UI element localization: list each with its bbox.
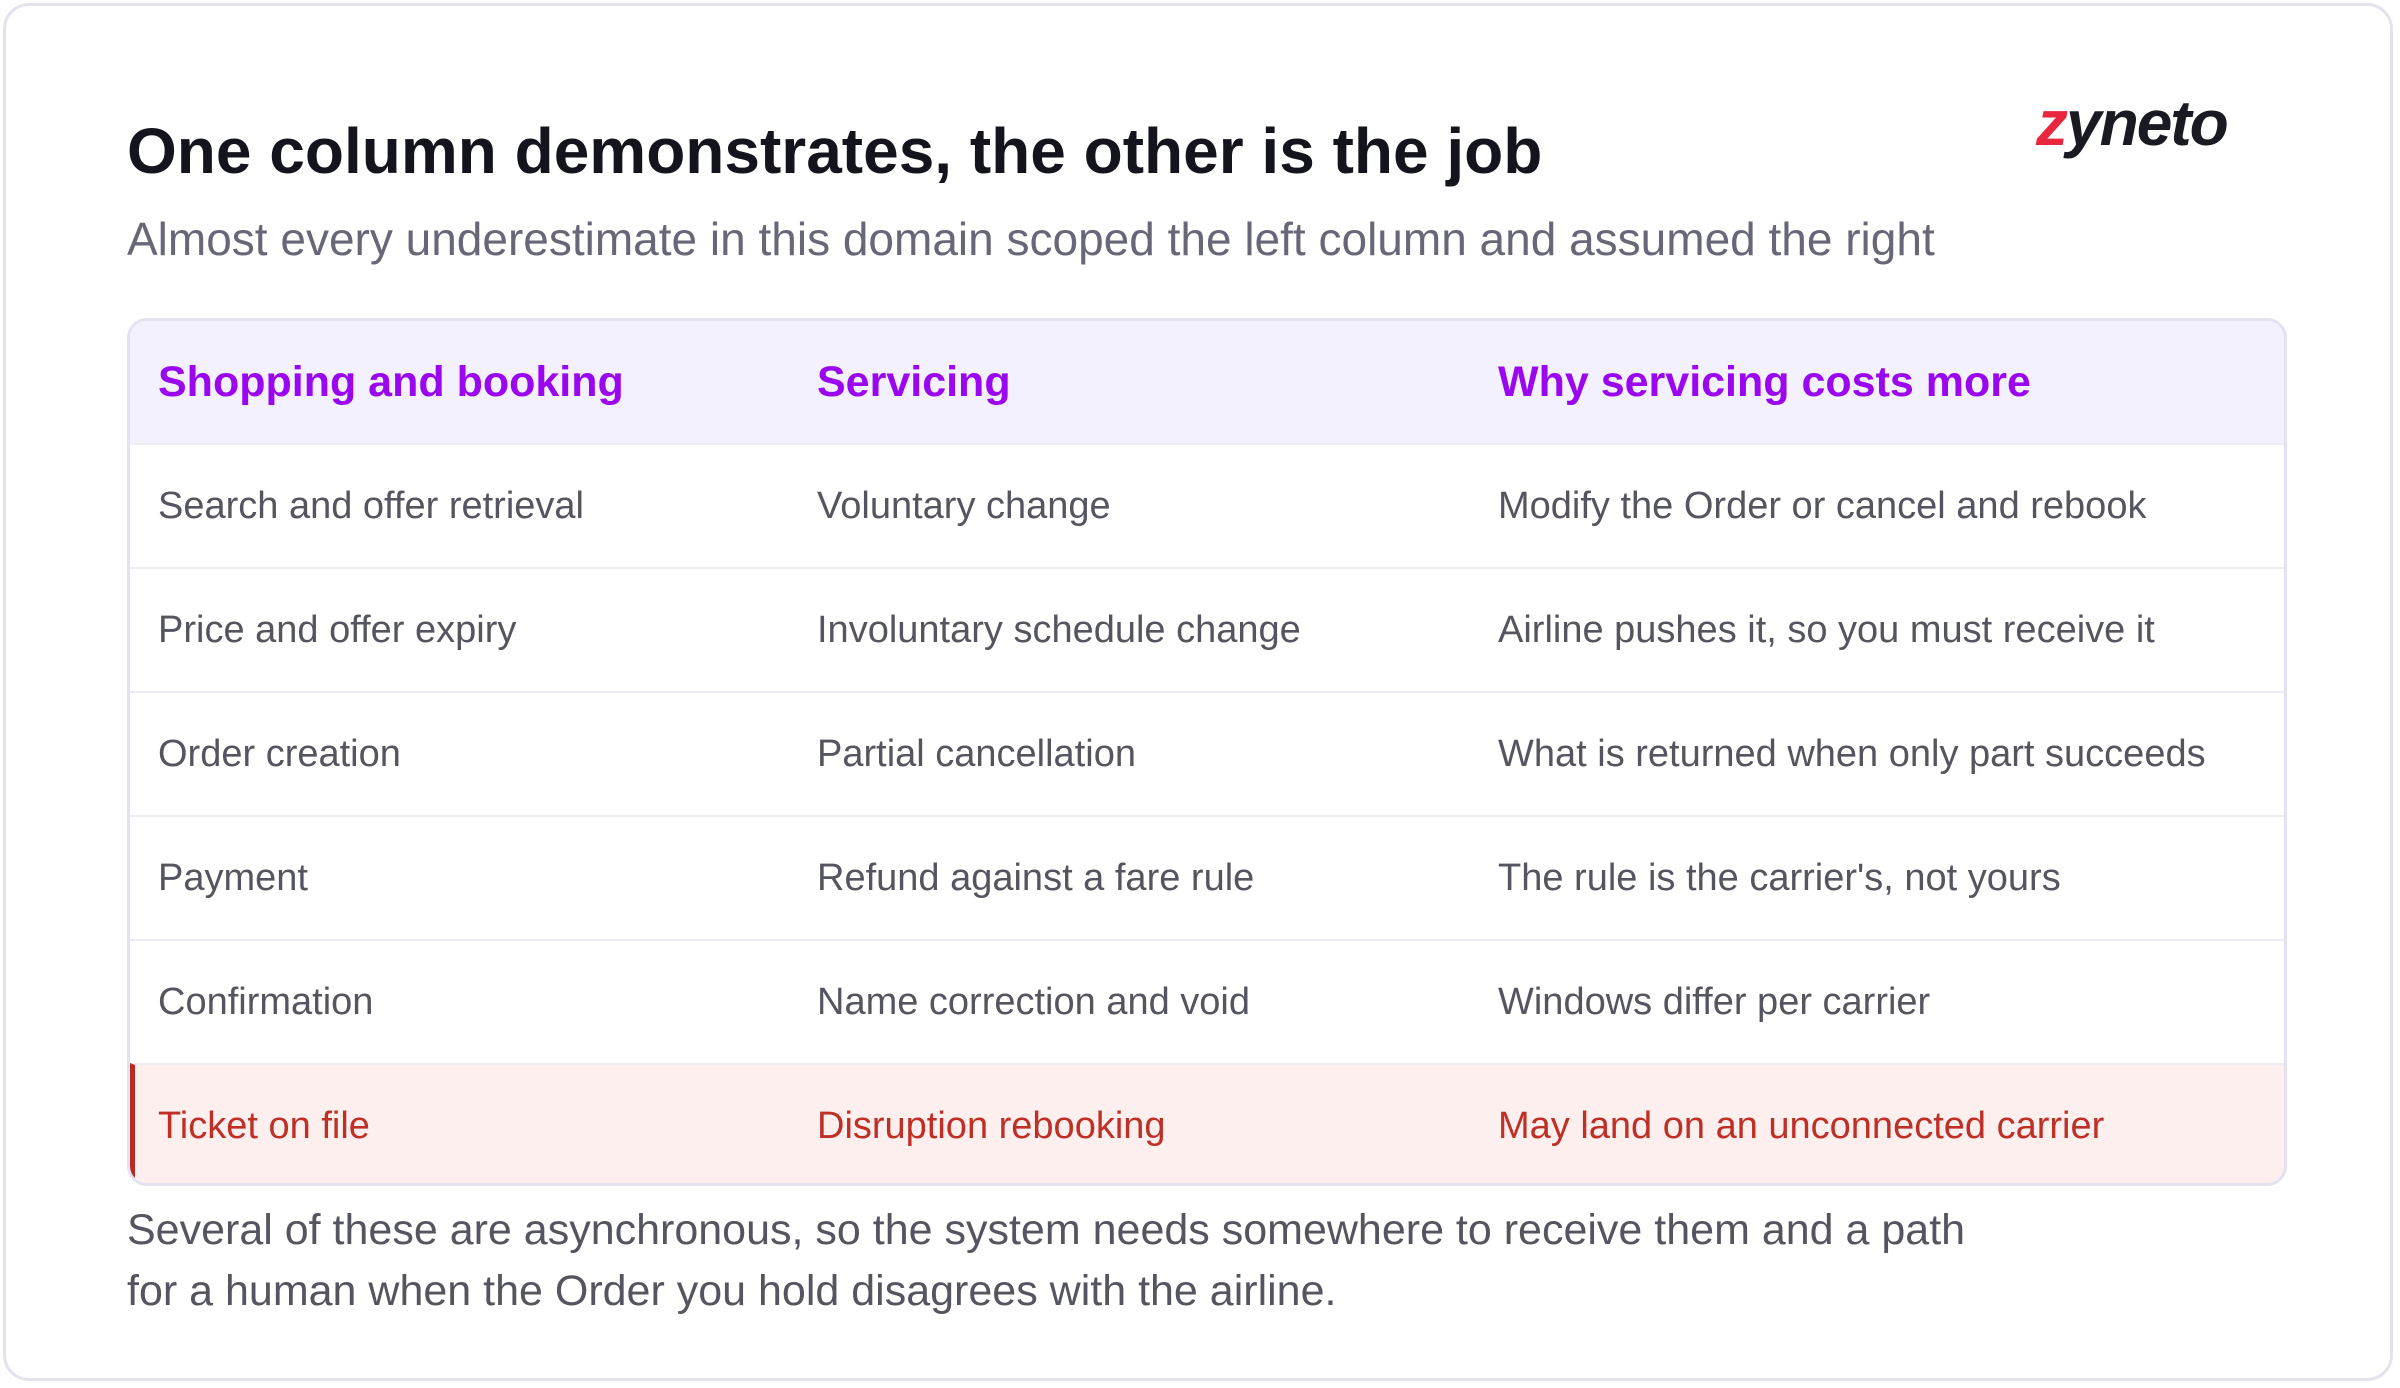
table-row: Confirmation Name correction and void Wind… (130, 939, 2284, 1063)
table-cell: Modify the Order or cancel and rebook (1498, 484, 2147, 527)
table-cell: Disruption rebooking (817, 1104, 1166, 1147)
table-cell: Ticket on file (158, 1104, 370, 1147)
column-header: Shopping and booking (158, 357, 624, 406)
table-cell: Name correction and void (817, 980, 1250, 1023)
table-cell: Airline pushes it, so you must receive i… (1498, 608, 2155, 651)
table: Shopping and booking Servicing Why servici… (127, 318, 2287, 1186)
table-cell: Order creation (158, 732, 401, 775)
card: One column demonstrates, the other is th… (3, 3, 2393, 1381)
table-cell: Voluntary change (817, 484, 1111, 527)
highlighted-row: Ticket on file Disruption rebooking May la… (130, 1063, 2284, 1183)
table-cell: Windows differ per carrier (1498, 980, 1931, 1023)
footer-text: for a human when the Order you hold disa… (127, 1267, 1337, 1315)
footer-text: Several of these are asynchronous, so th… (127, 1206, 1966, 1254)
logo: zyneto (2036, 87, 2229, 159)
table-row: Order creation Partial cancellation What i… (130, 691, 2284, 815)
table-cell: May land on an unconnected carrier (1498, 1104, 2105, 1147)
column-header: Why servicing costs more (1498, 357, 2031, 406)
table-cell: The rule is the carrier's, not yours (1498, 856, 2061, 899)
title: One column demonstrates, the other is th… (127, 115, 1543, 187)
table-row: Price and offer expiry Involuntary schedu… (130, 567, 2284, 691)
table-cell: Partial cancellation (817, 732, 1136, 775)
subtitle: Almost every underestimate in this domai… (127, 213, 1935, 265)
table-cell: Involuntary schedule change (817, 608, 1301, 651)
table-cell: Payment (158, 856, 308, 899)
column-header: Servicing (817, 357, 1011, 406)
header-row: Shopping and booking Servicing Why servici… (130, 321, 2284, 443)
table-cell: What is returned when only part succeeds (1498, 732, 2206, 775)
table-cell: Price and offer expiry (158, 608, 517, 651)
table-row: Payment Refund against a fare rule The rul… (130, 815, 2284, 939)
table-cell: Search and offer retrieval (158, 484, 584, 527)
table-row: Search and offer retrieval Voluntary chan… (130, 443, 2284, 567)
table-cell: Confirmation (158, 980, 374, 1023)
table-cell: Refund against a fare rule (817, 856, 1255, 899)
